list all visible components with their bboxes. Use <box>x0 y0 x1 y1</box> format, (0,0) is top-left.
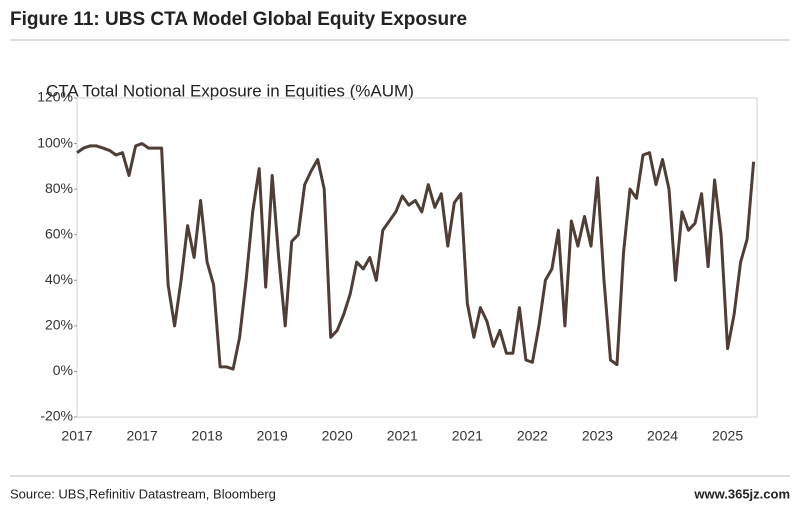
x-tick-label: 2017 <box>126 428 157 444</box>
y-tick-label: 0% <box>53 362 73 378</box>
y-tick-label: 100% <box>37 134 73 150</box>
plot-frame <box>76 97 758 418</box>
chart-subtitle: CTA Total Notional Exposure in Equities … <box>46 81 414 100</box>
y-tick-label: 60% <box>45 225 73 241</box>
y-tick-label: 20% <box>45 317 73 333</box>
y-tick-label: 80% <box>45 180 73 196</box>
y-tick-label: 120% <box>37 89 73 105</box>
x-tick-label: 2024 <box>647 428 678 444</box>
chart-title: Figure 11: UBS CTA Model Global Equity E… <box>10 9 467 30</box>
watermark: www.365jz.com <box>693 486 790 501</box>
x-tick-label: 2022 <box>517 428 548 444</box>
x-tick-label: 2020 <box>322 428 353 444</box>
x-tick-label: 2019 <box>257 428 288 444</box>
x-tick-label: 2021 <box>452 428 483 444</box>
x-tick-label: 2021 <box>387 428 418 444</box>
x-tick-label: 2017 <box>61 428 92 444</box>
x-tick-label: 2023 <box>582 428 613 444</box>
source: Source: UBS,Refinitiv Datastream, Bloomb… <box>10 486 276 501</box>
y-tick-label: -20% <box>40 408 73 424</box>
y-tick-label: 40% <box>45 271 73 287</box>
x-tick-label: 2025 <box>712 428 743 444</box>
x-tick-label: 2018 <box>192 428 223 444</box>
line-series <box>76 142 756 371</box>
